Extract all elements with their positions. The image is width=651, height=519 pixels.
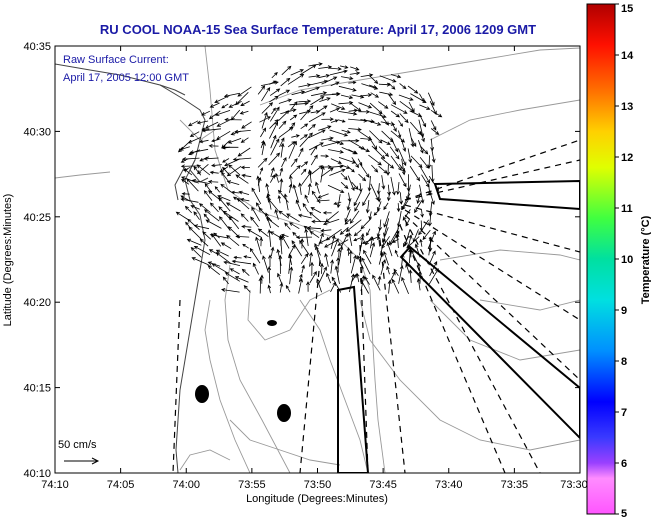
colorbar	[586, 3, 616, 515]
x-axis-label: Longitude (Degrees:Minutes)	[246, 493, 388, 505]
y-tick-marks	[55, 45, 580, 474]
land-blob	[267, 320, 277, 326]
colorbar-ticks: 15 14 13 12 11 10 9 8 7 6 5	[615, 3, 634, 519]
y-tick-labels: 40:35 40:30 40:25 40:20 40:15 40:10	[23, 41, 51, 480]
y-axis-label: Latitude (Degrees:Minutes)	[2, 194, 14, 327]
colorbar-tick-label: 10	[621, 254, 633, 266]
colorbar-tick-label: 14	[621, 50, 634, 62]
surface-current-vectors	[175, 62, 443, 295]
x-tick-label: 73:55	[238, 479, 266, 491]
colorbar-tick-label: 11	[621, 203, 633, 215]
scale-arrow	[64, 457, 100, 465]
x-tick-label: 74:05	[107, 479, 135, 491]
annotation-line2: April 17, 2005 12:00 GMT	[63, 72, 189, 84]
x-tick-marks	[54, 46, 581, 473]
colorbar-tick-label: 7	[621, 407, 627, 419]
y-tick-label: 40:20	[23, 297, 51, 309]
coastline	[55, 63, 209, 473]
x-tick-label: 74:00	[172, 479, 200, 491]
annotation-line1: Raw Surface Current:	[63, 54, 169, 66]
colorbar-tick-label: 8	[621, 356, 627, 368]
x-tick-label: 73:30	[560, 479, 588, 491]
colorbar-tick-label: 9	[621, 305, 627, 317]
x-tick-label: 73:40	[435, 479, 463, 491]
land-blob	[277, 404, 291, 422]
y-tick-label: 40:30	[23, 126, 51, 138]
colorbar-label: Temperature (°C)	[640, 215, 651, 304]
colorbar-tick-label: 6	[621, 458, 627, 470]
x-tick-label: 74:10	[41, 479, 69, 491]
plot-area: 50 cm/s Raw Surface Current: April 17, 2…	[55, 46, 580, 473]
y-tick-label: 40:35	[23, 41, 51, 53]
x-tick-label: 73:45	[369, 479, 397, 491]
x-tick-label: 73:35	[501, 479, 529, 491]
x-tick-labels: 74:10 74:05 74:00 73:55 73:50 73:45 73:40 73:35…	[41, 479, 588, 491]
colorbar-tick-label: 15	[621, 3, 633, 15]
y-tick-label: 40:25	[23, 212, 51, 224]
scale-label: 50 cm/s	[58, 439, 97, 451]
colorbar-tick-label: 12	[621, 152, 633, 164]
colorbar-tick-label: 5	[621, 508, 627, 519]
colorbar-tick-label: 13	[621, 101, 633, 113]
map-title: RU COOL NOAA-15 Sea Surface Temperature:…	[100, 22, 536, 37]
x-tick-label: 73:50	[304, 479, 332, 491]
y-tick-label: 40:10	[23, 468, 51, 480]
radar-sectors	[337, 179, 580, 473]
y-tick-label: 40:15	[23, 383, 51, 395]
land-blob	[195, 385, 209, 403]
